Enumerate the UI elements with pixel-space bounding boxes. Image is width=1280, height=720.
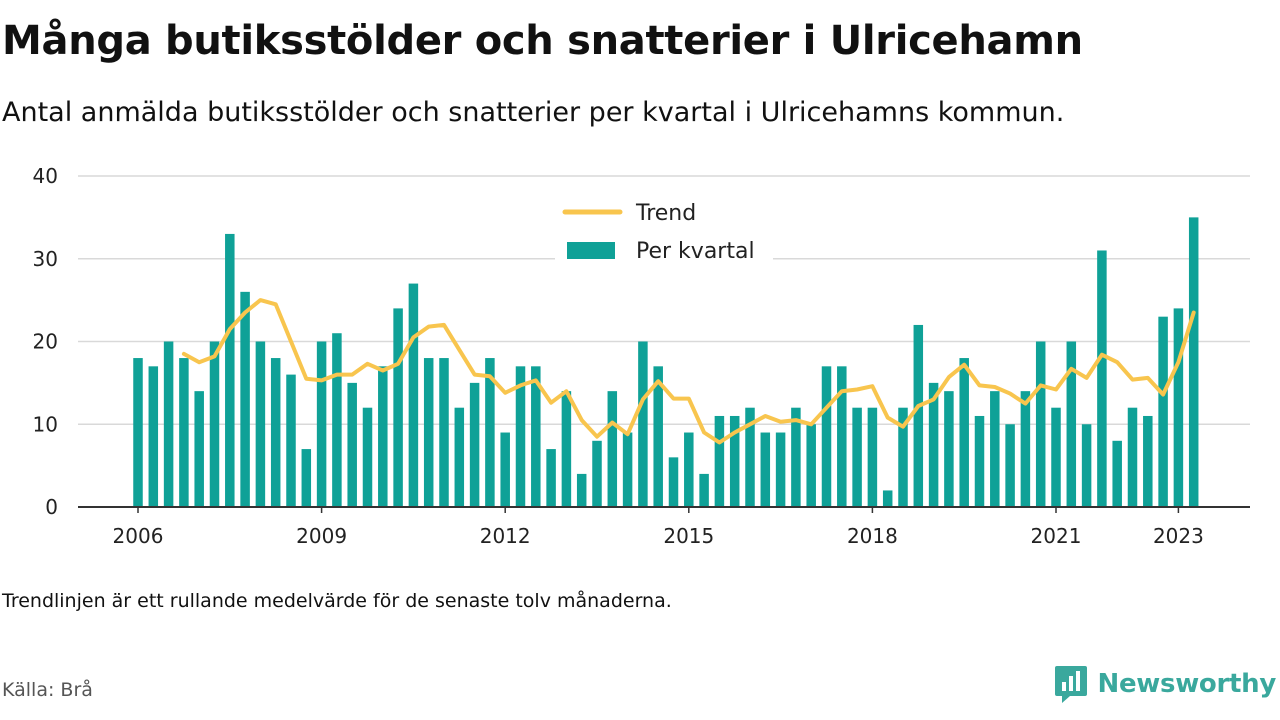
bar xyxy=(1081,424,1092,507)
x-tick-label: 2006 xyxy=(113,524,164,548)
bar xyxy=(913,324,924,507)
y-tick-label: 10 xyxy=(33,412,58,436)
bar xyxy=(515,366,526,507)
bar xyxy=(607,391,618,507)
bar xyxy=(944,391,954,507)
bar-line-chart: 0 10 20 30 40 2006 2009 2012 2015 2018 2021 2023 T… xyxy=(33,164,1250,548)
bar xyxy=(806,424,816,507)
bar xyxy=(821,366,832,507)
bar xyxy=(990,391,1000,507)
bar xyxy=(286,374,296,507)
bar xyxy=(469,382,480,507)
bar xyxy=(148,366,159,507)
bar xyxy=(852,407,862,507)
bar xyxy=(791,407,801,507)
bar xyxy=(867,407,878,507)
legend-trend-label: Trend xyxy=(635,201,696,226)
bar xyxy=(194,391,204,507)
bar xyxy=(408,283,419,507)
bar xyxy=(1035,341,1046,507)
legend-bar-swatch xyxy=(567,242,615,259)
bar xyxy=(485,358,495,507)
bar xyxy=(1112,440,1122,507)
y-tick-label: 30 xyxy=(33,247,58,271)
bar xyxy=(729,415,740,507)
bar xyxy=(240,291,250,507)
bar xyxy=(1173,308,1184,507)
bar xyxy=(546,449,556,507)
x-tick-label: 2015 xyxy=(663,524,714,548)
bar xyxy=(454,407,465,507)
bar xyxy=(622,432,633,507)
bar xyxy=(1051,407,1061,507)
bar xyxy=(1188,217,1199,507)
bar xyxy=(423,358,434,507)
bar xyxy=(760,432,771,507)
legend: Trend Per kvartal xyxy=(555,195,773,267)
bar xyxy=(393,308,403,507)
bar xyxy=(209,341,220,507)
bar xyxy=(1158,316,1168,507)
bar xyxy=(1143,415,1153,507)
bar xyxy=(362,407,373,507)
bar xyxy=(378,366,388,507)
bar xyxy=(1097,250,1107,507)
legend-bar-label: Per kvartal xyxy=(636,239,755,264)
bar xyxy=(270,358,281,507)
bar xyxy=(1127,407,1138,507)
y-tick-label: 40 xyxy=(33,164,58,188)
y-tick-labels: 0 10 20 30 40 xyxy=(33,164,58,519)
bar xyxy=(592,440,602,507)
brand-name: Newsworthy xyxy=(1097,669,1277,699)
newsworthy-logo-icon xyxy=(1054,666,1087,703)
footnote: Trendlinjen är ett rullande medelvärde f… xyxy=(2,590,672,612)
bar xyxy=(531,366,541,507)
bar xyxy=(714,415,725,507)
brand-logo: Newsworthy xyxy=(1054,664,1276,704)
bar xyxy=(163,341,174,507)
bar xyxy=(347,382,357,507)
y-tick-label: 20 xyxy=(33,330,58,354)
bar xyxy=(500,432,510,507)
bar xyxy=(576,473,587,507)
bar xyxy=(1005,424,1015,507)
bar xyxy=(959,358,969,507)
x-tick-label: 2012 xyxy=(480,524,531,548)
x-tick-labels: 2006 2009 2012 2015 2018 2021 2023 xyxy=(113,507,1204,548)
bars-per-kvartal xyxy=(133,217,1199,508)
chart-subtitle: Antal anmälda butiksstölder och snatteri… xyxy=(2,97,1065,128)
bar xyxy=(928,382,939,507)
bar xyxy=(225,233,235,508)
y-tick-label: 0 xyxy=(45,495,58,519)
bar xyxy=(745,407,755,507)
bar xyxy=(179,358,189,507)
bar xyxy=(775,432,786,507)
bar xyxy=(561,391,572,507)
x-tick-label: 2021 xyxy=(1031,524,1082,548)
x-tick-label: 2023 xyxy=(1153,524,1204,548)
x-tick-label: 2018 xyxy=(847,524,898,548)
bar xyxy=(699,473,709,507)
bar xyxy=(653,366,663,507)
bar xyxy=(1066,341,1077,507)
bar xyxy=(332,333,342,507)
bar xyxy=(301,449,312,507)
bar xyxy=(668,457,679,507)
bar xyxy=(439,358,449,507)
bar xyxy=(316,341,327,507)
bar xyxy=(898,407,908,507)
bar xyxy=(882,490,893,507)
source-text: Källa: Brå xyxy=(2,679,93,701)
bar xyxy=(974,415,985,507)
bar xyxy=(255,341,266,507)
chart-title: Många butiksstölder och snatterier i Ulr… xyxy=(2,18,1083,64)
x-tick-label: 2009 xyxy=(296,524,347,548)
bar xyxy=(837,366,847,507)
bar xyxy=(133,358,143,507)
bar xyxy=(1020,391,1031,507)
bar xyxy=(638,341,648,507)
bar xyxy=(684,432,694,507)
trend-line xyxy=(181,298,1196,445)
